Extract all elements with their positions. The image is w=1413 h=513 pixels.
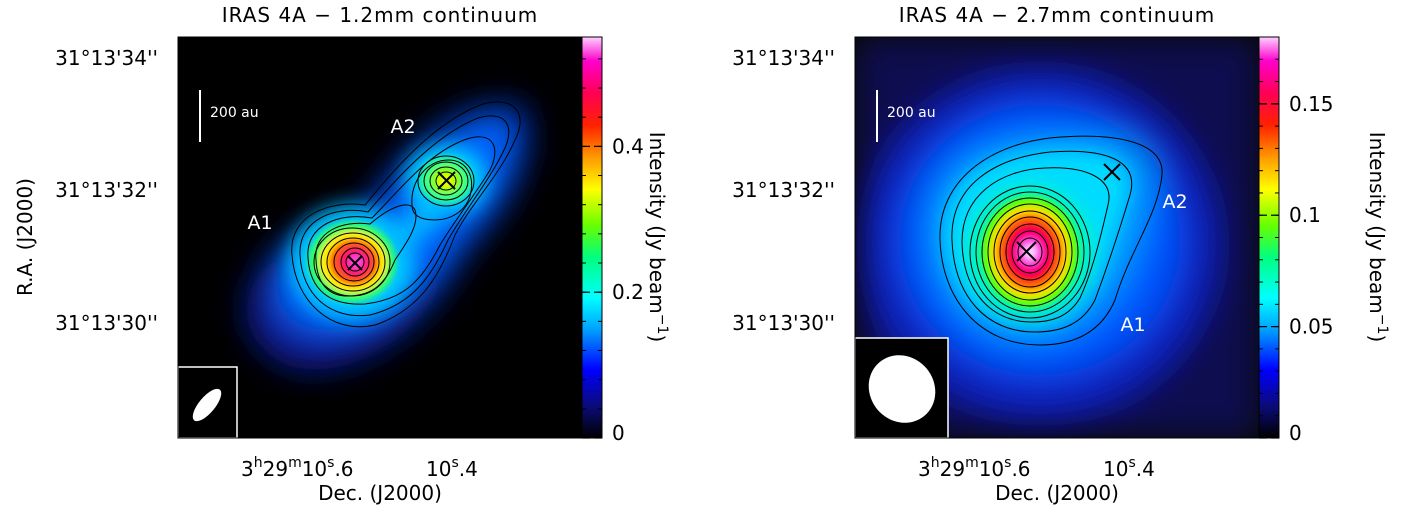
colorbar-tick-label: 0.1 — [1289, 203, 1321, 227]
source-label-a2: A2 — [390, 116, 415, 138]
x-tick-labels: 3h29m10s.6 10s.4 — [918, 455, 1155, 481]
colorbar-tick-label: 0 — [612, 421, 625, 445]
y-tick-labels: 31°13'34'' 31°13'32'' 31°13'30'' — [732, 46, 835, 335]
y-tick-label: 31°13'30'' — [732, 311, 835, 335]
source-label-a2: A2 — [1162, 191, 1187, 213]
contours — [291, 101, 521, 328]
colorbar-tick-label: 0.05 — [1289, 315, 1334, 339]
colorbar-ticks: 0 0.2 0.4 — [582, 58, 644, 445]
y-axis-label: R.A. (J2000) — [13, 178, 37, 296]
x-tick-label: 3h29m10s.6 — [241, 455, 354, 481]
beam-inset — [178, 366, 238, 438]
source-markers — [1016, 163, 1121, 262]
contours — [939, 135, 1163, 346]
x-tick-labels: 3h29m10s.6 10s.4 — [241, 455, 478, 481]
source-label-a1: A1 — [247, 212, 272, 234]
panel-title: IRAS 4A − 1.2mm continuum — [222, 3, 539, 27]
panel-2-7mm: IRAS 4A − 2.7mm continuum — [732, 3, 1390, 505]
scale-bar-label: 200 au — [210, 105, 259, 121]
scale-bar: 200 au — [876, 90, 936, 142]
beam-inset — [855, 337, 949, 438]
y-tick-label: 31°13'32'' — [55, 178, 158, 202]
x-tick-label: 3h29m10s.6 — [918, 455, 1031, 481]
x-axis-label: Dec. (J2000) — [318, 481, 442, 505]
x-axis-label: Dec. (J2000) — [995, 481, 1119, 505]
colorbar-label: Intensity (Jy beam−1) — [1365, 132, 1390, 343]
panel-title: IRAS 4A − 2.7mm continuum — [899, 3, 1216, 27]
x-tick-label: 10s.4 — [426, 455, 478, 481]
colorbar-tick-label: 0.2 — [612, 280, 644, 304]
x-tick-label: 10s.4 — [1103, 455, 1155, 481]
colorbar-label: Intensity (Jy beam−1) — [645, 132, 670, 343]
y-tick-label: 31°13'30'' — [55, 311, 158, 335]
y-tick-label: 31°13'34'' — [732, 46, 835, 70]
panel-1-2mm: IRAS 4A − 1.2mm continuum — [13, 3, 670, 505]
colorbar-tick-label: 0.15 — [1289, 92, 1334, 116]
scale-bar: 200 au — [199, 90, 259, 142]
source-markers — [347, 171, 456, 271]
y-tick-labels: 31°13'34'' 31°13'32'' 31°13'30'' — [55, 46, 158, 335]
colorbar-tick-label: 0.4 — [612, 134, 644, 158]
beam-ellipse — [868, 355, 936, 423]
source-label-a1: A1 — [1120, 314, 1145, 336]
beam-ellipse — [192, 388, 222, 422]
scale-bar-label: 200 au — [887, 105, 936, 121]
colorbar — [581, 36, 603, 439]
y-tick-label: 31°13'34'' — [55, 46, 158, 70]
colorbar-ticks: 0 0.05 0.1 0.15 — [1259, 36, 1334, 445]
colorbar-tick-label: 0 — [1289, 421, 1302, 445]
y-tick-label: 31°13'32'' — [732, 178, 835, 202]
